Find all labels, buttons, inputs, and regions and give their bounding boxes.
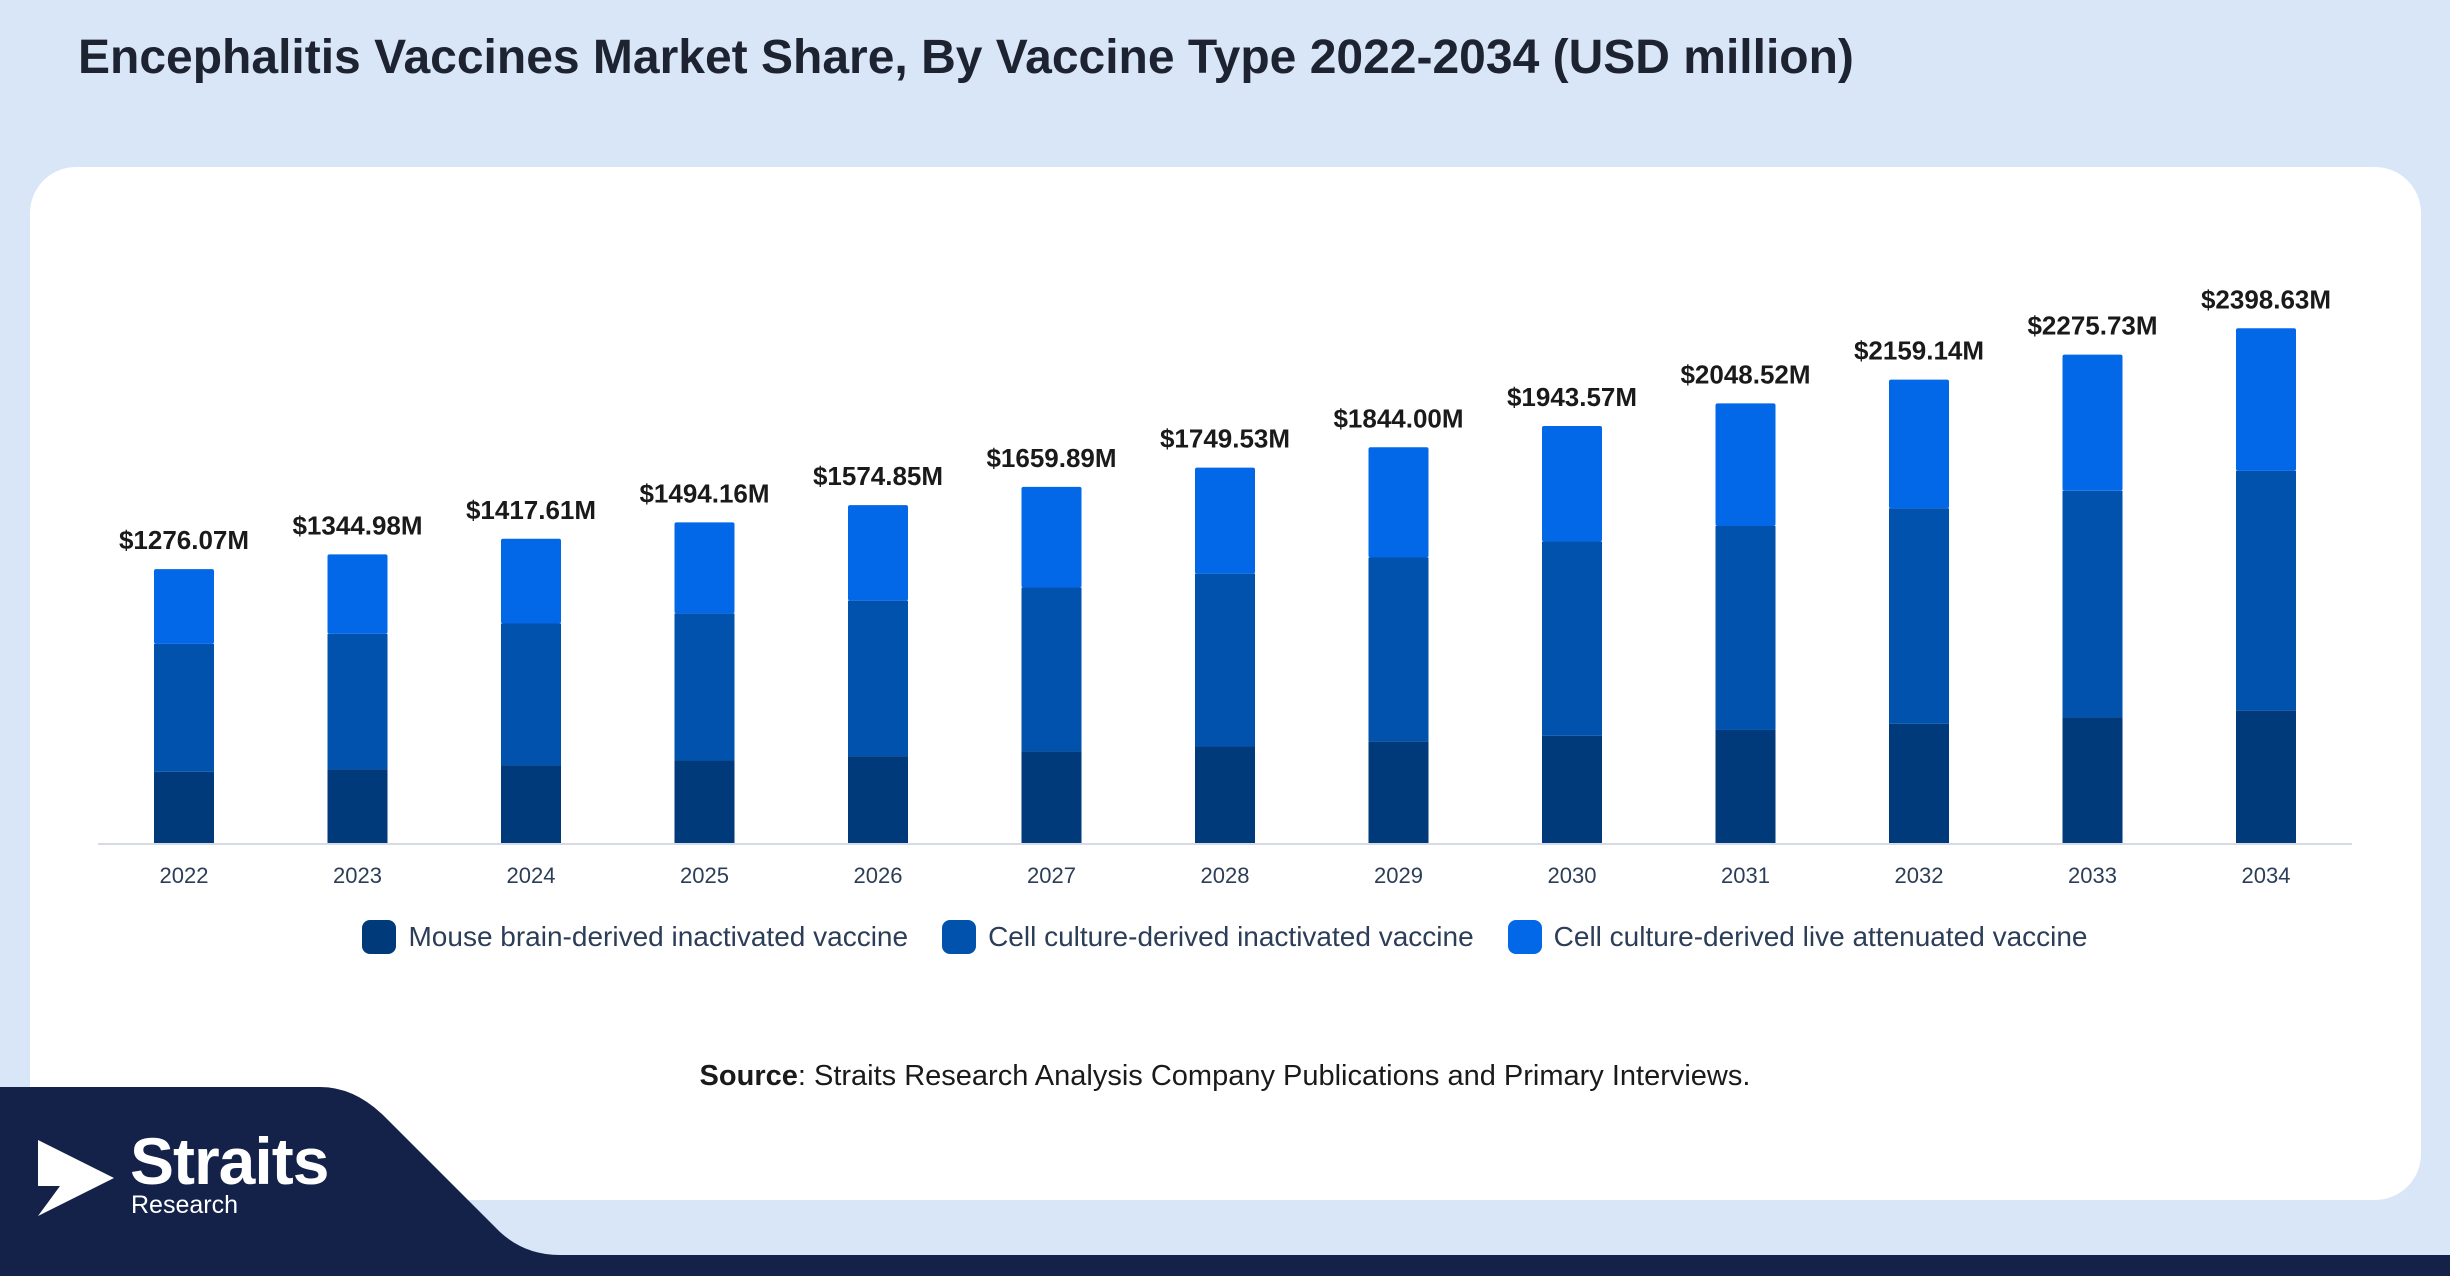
source-text: : Straits Research Analysis Company Publ… — [797, 1060, 1751, 1092]
bar-segment-1-2031 — [1715, 729, 1776, 843]
total-label-2024: $1417.61M — [466, 495, 596, 525]
bar-segment-1-2033 — [2062, 717, 2123, 843]
bar-segment-2-2033 — [2062, 490, 2123, 718]
total-label-2030: $1943.57M — [1507, 382, 1637, 412]
total-label-2022: $1276.07M — [119, 525, 249, 555]
bar-segment-2-2034 — [2236, 470, 2296, 711]
chart-title: Encephalitis Vaccines Market Share, By V… — [78, 31, 1854, 84]
x-tick-label-2025: 2025 — [680, 863, 729, 888]
legend-label-3: Cell culture-derived live attenuated vac… — [1553, 921, 2088, 952]
bar-segment-1-2023 — [327, 769, 388, 843]
bar-segment-1-2029 — [1368, 741, 1429, 843]
total-label-2031: $2048.52M — [1680, 359, 1810, 389]
bar-segment-1-2022 — [154, 771, 214, 843]
total-label-2028: $1749.53M — [1160, 424, 1290, 454]
legend-swatch-1 — [362, 920, 397, 954]
bar-segment-1-2025 — [674, 760, 735, 843]
x-tick-label-2032: 2032 — [1895, 863, 1944, 888]
bar-segment-3-2029 — [1368, 447, 1429, 558]
bar-segment-2-2029 — [1368, 557, 1429, 742]
straits-logo: Straits Research — [36, 1128, 356, 1228]
bar-segment-1-2024 — [501, 765, 561, 843]
x-tick-label-2030: 2030 — [1548, 863, 1597, 888]
bar-segment-1-2032 — [1889, 723, 1949, 843]
total-label-2032: $2159.14M — [1854, 336, 1984, 366]
bar-segment-2-2026 — [848, 600, 908, 757]
legend-item-2: Cell culture-derived inactivated vaccine — [942, 920, 1474, 954]
x-tick-label-2027: 2027 — [1027, 863, 1076, 888]
bar-segment-3-2027 — [1021, 486, 1082, 588]
bar-segment-3-2026 — [848, 505, 908, 601]
legend-swatch-2 — [942, 920, 977, 954]
bar-segment-3-2023 — [327, 554, 388, 634]
legend-item-1: Mouse brain-derived inactivated vaccine — [362, 920, 908, 954]
bar-segment-2-2025 — [674, 613, 735, 761]
bar-segment-1-2028 — [1195, 746, 1255, 843]
bar-segment-3-2025 — [674, 522, 735, 614]
x-tick-label-2024: 2024 — [507, 863, 556, 888]
x-tick-label-2033: 2033 — [2068, 863, 2117, 888]
x-tick-label-2034: 2034 — [2242, 863, 2291, 888]
x-tick-label-2029: 2029 — [1374, 863, 1423, 888]
legend-swatch-3 — [1507, 920, 1542, 954]
x-tick-label-2022: 2022 — [160, 863, 209, 888]
bar-segment-2-2028 — [1195, 573, 1255, 747]
x-tick-label-2031: 2031 — [1721, 863, 1770, 888]
bar-segment-1-2027 — [1021, 751, 1082, 843]
bar-segment-1-2030 — [1542, 735, 1602, 843]
legend-label-1: Mouse brain-derived inactivated vaccine — [408, 921, 909, 952]
total-label-2033: $2275.73M — [2027, 311, 2157, 341]
logo-name: Straits — [130, 1124, 329, 1198]
source-label: Source — [699, 1060, 798, 1092]
x-tick-label-2023: 2023 — [333, 863, 382, 888]
total-label-2025: $1494.16M — [639, 478, 769, 508]
bar-segment-3-2022 — [154, 569, 214, 644]
bar-segment-2-2023 — [327, 633, 388, 770]
source-note: Source: Straits Research Analysis Compan… — [0, 1060, 2450, 1093]
total-label-2027: $1659.89M — [986, 443, 1116, 473]
bar-segment-3-2033 — [2062, 354, 2123, 491]
logo-arrow-icon — [38, 1140, 114, 1216]
legend-item-3: Cell culture-derived live attenuated vac… — [1507, 920, 2088, 954]
bar-segment-2-2024 — [501, 623, 561, 766]
bar-segment-3-2034 — [2236, 328, 2296, 471]
bar-segment-1-2026 — [848, 756, 908, 843]
total-label-2029: $1844.00M — [1333, 403, 1463, 433]
total-label-2034: $2398.63M — [2201, 284, 2331, 314]
bar-segment-2-2022 — [154, 643, 214, 772]
bar-segment-1-2034 — [2236, 710, 2296, 843]
bar-segment-2-2031 — [1715, 525, 1776, 730]
bar-segment-3-2028 — [1195, 467, 1255, 574]
legend-label-2: Cell culture-derived inactivated vaccine — [988, 921, 1474, 952]
bar-segment-3-2024 — [501, 538, 561, 624]
x-tick-label-2028: 2028 — [1201, 863, 1250, 888]
bar-segment-3-2030 — [1542, 425, 1602, 542]
bar-segment-3-2032 — [1889, 379, 1949, 509]
chart-legend: Mouse brain-derived inactivated vaccine C… — [0, 920, 2450, 954]
bar-segment-2-2030 — [1542, 541, 1602, 736]
logo-sub: Research — [131, 1191, 238, 1219]
bar-segment-3-2031 — [1715, 403, 1776, 526]
bar-segment-2-2027 — [1021, 587, 1082, 752]
total-label-2026: $1574.85M — [813, 461, 943, 491]
total-label-2023: $1344.98M — [292, 510, 422, 540]
x-tick-label-2026: 2026 — [854, 863, 903, 888]
bar-segment-2-2032 — [1889, 508, 1949, 724]
